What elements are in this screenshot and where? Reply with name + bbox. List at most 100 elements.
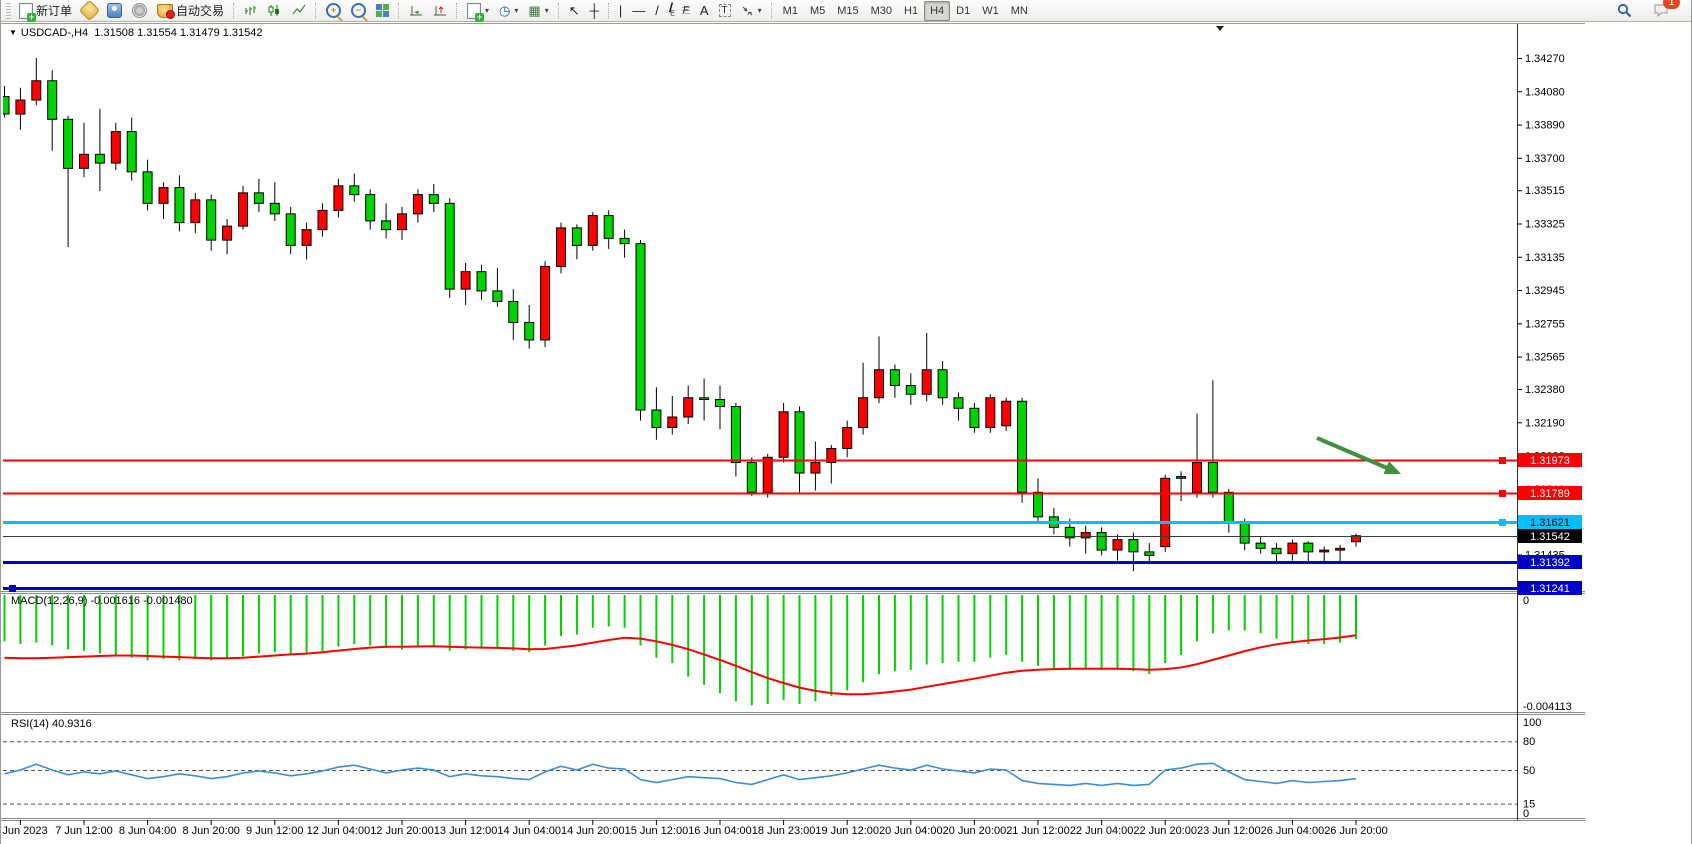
search-button[interactable] xyxy=(1612,0,1638,22)
cursor-icon: ↖ xyxy=(568,3,580,18)
candle xyxy=(31,80,42,101)
price-tick-label: 1.33890 xyxy=(1525,120,1565,132)
candle xyxy=(603,215,614,239)
hline-handle[interactable] xyxy=(1499,457,1506,464)
candle xyxy=(126,131,137,173)
text-label-tool[interactable]: T xyxy=(714,0,736,22)
time-tick-label: 6 Jun 2023 xyxy=(1,825,48,837)
candle xyxy=(985,397,996,429)
candle xyxy=(301,229,312,246)
candle xyxy=(969,407,980,429)
timeframe-m15[interactable]: M15 xyxy=(837,4,859,17)
price-label-1.31973: 1.31973 xyxy=(1518,453,1582,467)
template-icon: ▦ xyxy=(528,3,541,18)
timeframe-m1[interactable]: M1 xyxy=(782,4,798,17)
zoom-out-icon: − xyxy=(351,3,367,18)
timeframe-group: M1 M5 M15 M30 H1 H4 D1 W1 MN xyxy=(777,0,1034,21)
chevron-down-icon: ▾ xyxy=(485,6,490,15)
candle xyxy=(1192,462,1202,493)
hline-handle[interactable] xyxy=(9,585,16,592)
candle xyxy=(1128,539,1139,553)
time-axis: 6 Jun 2023 7 Jun 12:00 8 Jun 04:00 8 Jun 20… xyxy=(1,820,1388,837)
new-order-button[interactable]: 新订单 xyxy=(14,0,77,22)
candle xyxy=(651,409,662,429)
time-tick-label: 22 Jun 04:00 xyxy=(1070,825,1134,837)
templates-button[interactable]: ▦ ▾ xyxy=(523,0,553,22)
candle xyxy=(238,192,248,227)
arrow-annotation-head[interactable] xyxy=(1383,461,1401,475)
hline-handle[interactable] xyxy=(1499,490,1506,497)
svg-text:1.31789: 1.31789 xyxy=(1530,488,1570,500)
clock-icon: ◷ xyxy=(499,3,511,18)
timeframe-h1[interactable]: H1 xyxy=(904,4,919,17)
candle xyxy=(874,369,884,399)
candle xyxy=(715,399,725,408)
indicators-button[interactable]: ▾ xyxy=(462,0,494,22)
zoom-in-button[interactable]: + xyxy=(321,0,346,22)
text-icon: A xyxy=(699,3,709,18)
hline-tool[interactable]: — xyxy=(627,0,650,22)
trendline-tool[interactable]: / xyxy=(650,0,664,22)
candle xyxy=(1335,547,1346,551)
vline-tool[interactable]: | xyxy=(614,0,627,22)
crosshair-icon: ┼ xyxy=(589,3,599,18)
signals-button[interactable] xyxy=(127,0,152,22)
tile-windows-button[interactable] xyxy=(371,0,394,22)
candle xyxy=(1239,521,1250,544)
chat-button[interactable]: 1 xyxy=(1648,0,1680,22)
new-order-icon xyxy=(19,2,36,22)
candle xyxy=(556,227,566,267)
candle xyxy=(365,194,376,222)
bar-chart-button[interactable] xyxy=(239,0,263,22)
rsi-label: RSI(14) 40.9316 xyxy=(11,718,92,730)
signal-icon xyxy=(132,3,148,18)
candle xyxy=(1176,476,1187,479)
arrow-annotation[interactable] xyxy=(1316,436,1391,472)
macd-axis-zero: 0 xyxy=(1523,595,1529,607)
arrows-tool[interactable]: ▾ xyxy=(736,0,767,22)
timeframe-d1[interactable]: D1 xyxy=(956,4,971,17)
trader-profile-button[interactable] xyxy=(102,0,127,22)
toolbar-grip[interactable] xyxy=(6,2,11,19)
toolbar: 新订单 自动交易 + − ▾ ◷▾ ▦▾ ↖ ┼ | — / //E F A T xyxy=(1,0,1691,22)
crosshair-tool[interactable]: ┼ xyxy=(585,0,604,22)
channel-tool[interactable]: //E xyxy=(664,0,677,22)
auto-trading-button[interactable]: 自动交易 xyxy=(152,0,229,22)
candle xyxy=(381,220,392,231)
zoom-in-icon: + xyxy=(326,3,342,18)
chevron-down-icon: ▾ xyxy=(514,6,519,15)
hline-handle[interactable] xyxy=(1499,519,1506,526)
chevron-down-icon: ▾ xyxy=(544,6,549,15)
periods-button[interactable]: ◷ ▾ xyxy=(494,0,523,22)
cursor-tool[interactable]: ↖ xyxy=(564,0,585,22)
line-chart-button[interactable] xyxy=(287,0,311,22)
timeframe-m30[interactable]: M30 xyxy=(870,4,893,17)
macd-layer xyxy=(3,595,1357,706)
chart-shift-marker[interactable] xyxy=(1216,26,1224,31)
auto-scroll-button[interactable] xyxy=(404,0,428,22)
price-tick-label: 1.34270 xyxy=(1525,53,1565,65)
time-tick-label: 16 Jun 04:00 xyxy=(688,825,752,837)
timeframe-mn[interactable]: MN xyxy=(1010,4,1028,17)
timeframe-h4[interactable]: H4 xyxy=(924,0,951,21)
chart-shift-button[interactable] xyxy=(428,0,452,22)
time-tick-label: 14 Jun 04:00 xyxy=(497,825,561,837)
zoom-out-button[interactable]: − xyxy=(346,0,371,22)
rsi-axis-label: 0 xyxy=(1523,808,1529,820)
text-tool[interactable]: A xyxy=(695,0,714,22)
timeframe-w1[interactable]: W1 xyxy=(982,4,999,17)
candle xyxy=(47,80,58,120)
timeframe-m5[interactable]: M5 xyxy=(809,4,826,17)
candle xyxy=(1207,462,1218,493)
one-click-toggle-icon[interactable]: ▼ xyxy=(9,28,17,37)
svg-text:1.31241: 1.31241 xyxy=(1530,583,1570,595)
candle xyxy=(1271,547,1282,555)
candle xyxy=(460,271,471,290)
seal-button[interactable] xyxy=(77,0,102,22)
candle-chart-button[interactable] xyxy=(263,0,287,22)
fibonacci-tool[interactable]: F xyxy=(677,0,695,22)
candle xyxy=(1017,400,1028,493)
candle xyxy=(1033,491,1043,518)
search-icon xyxy=(1617,3,1632,17)
